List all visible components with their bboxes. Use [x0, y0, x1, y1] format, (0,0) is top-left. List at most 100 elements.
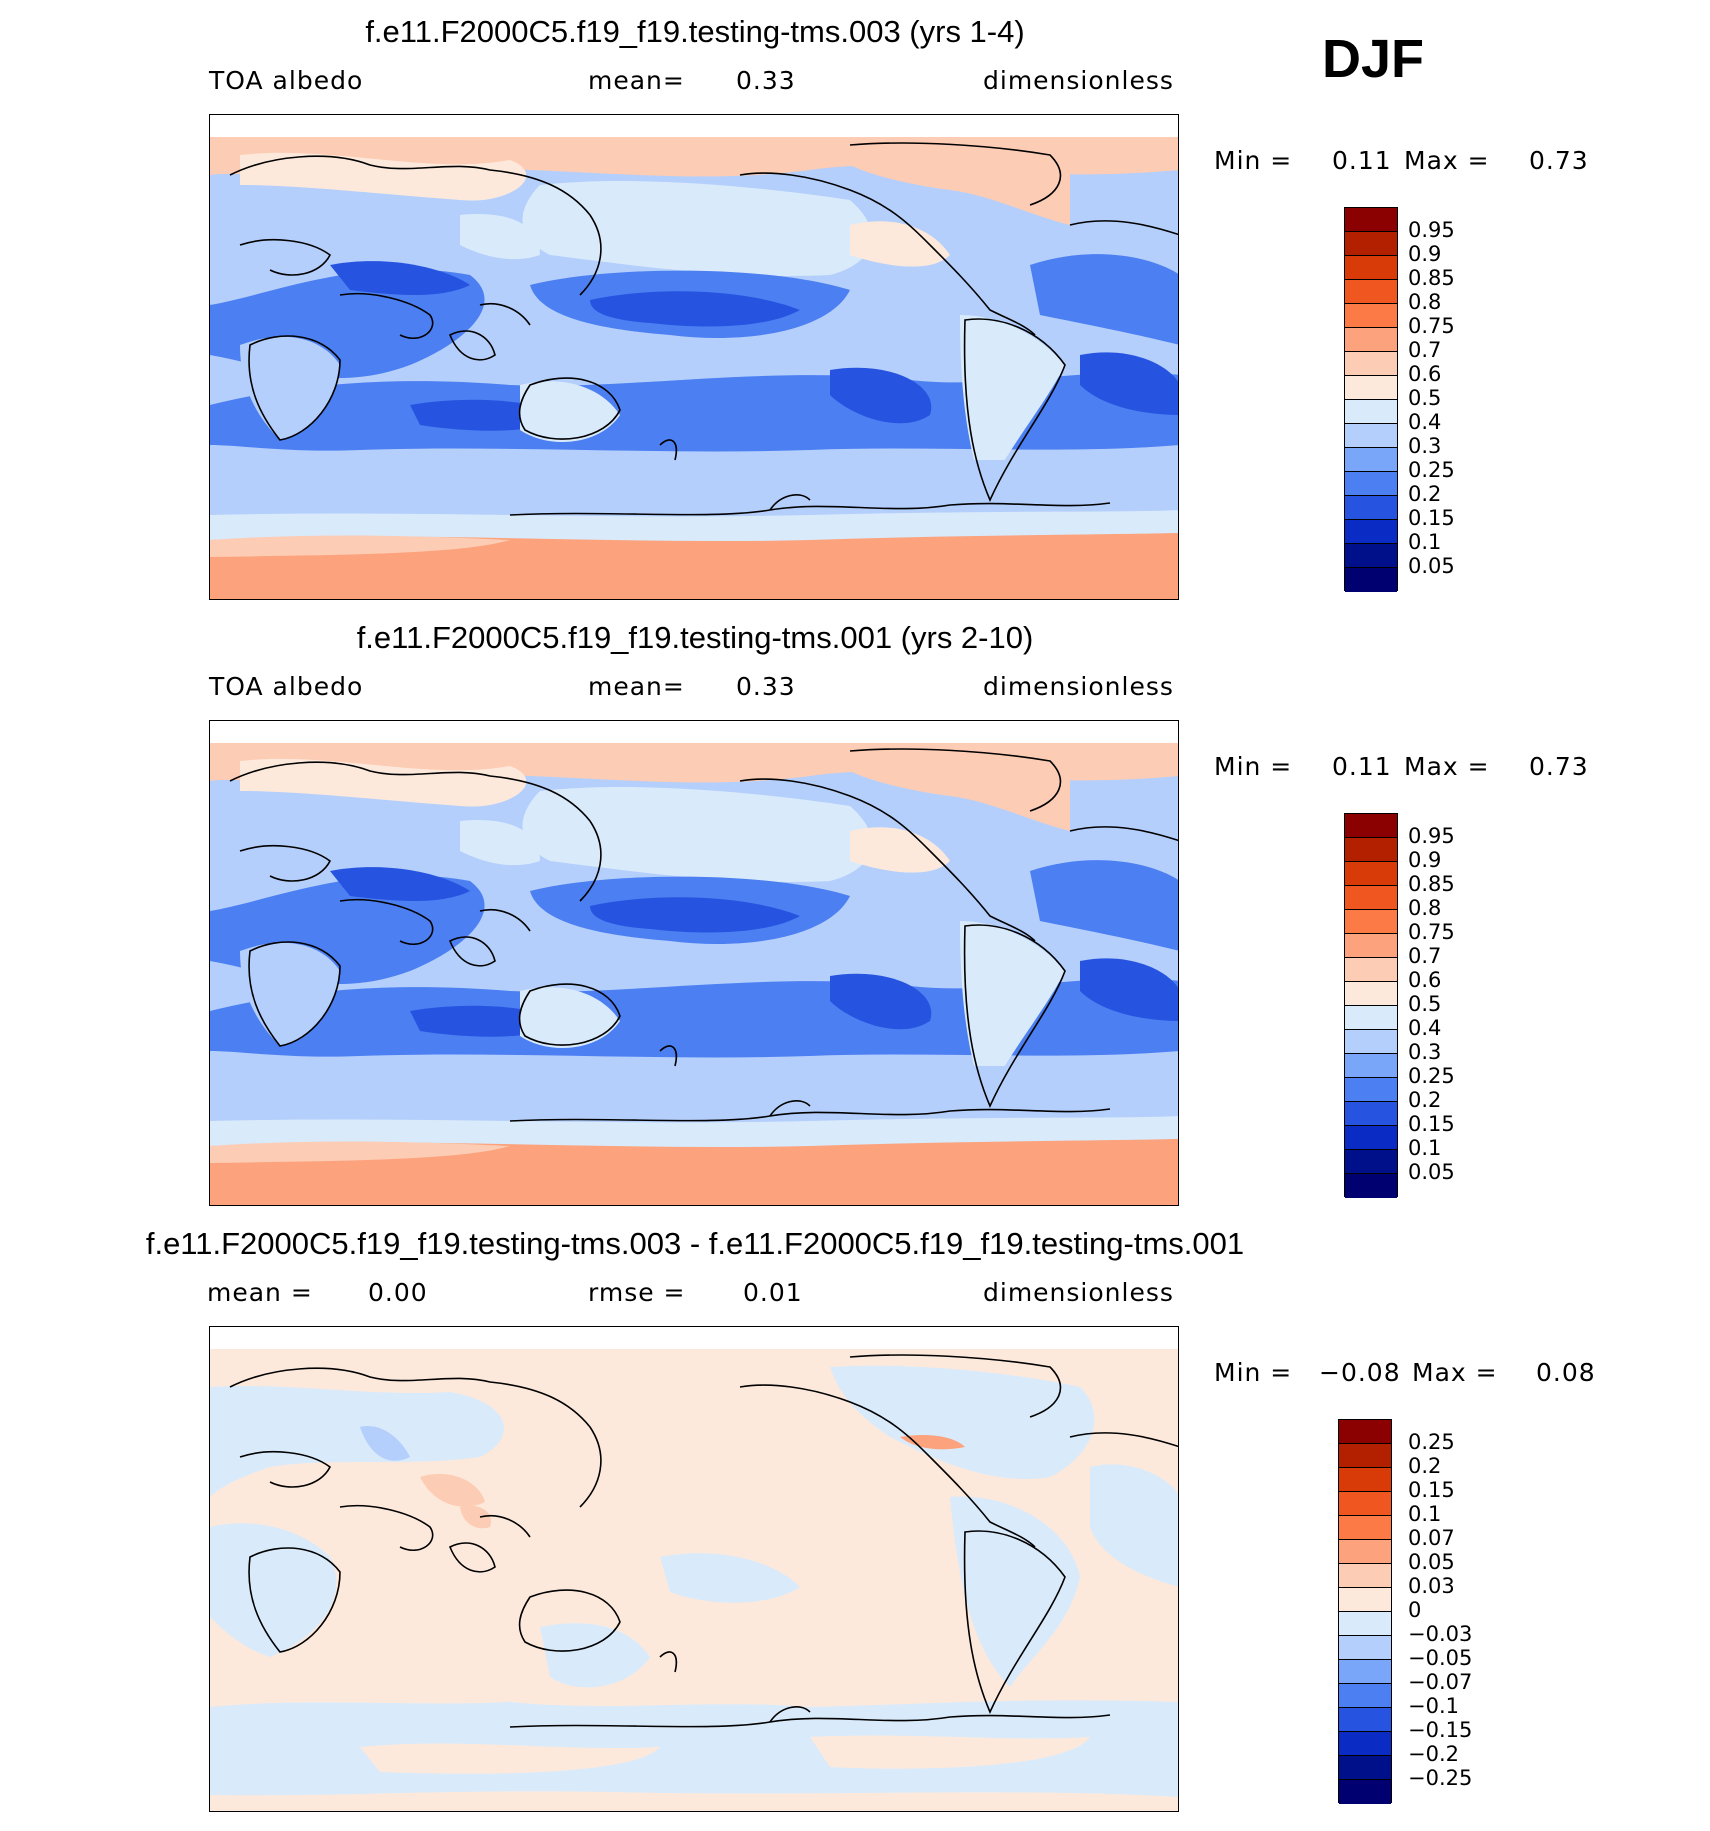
- colorbar-level-label: 0.1: [1408, 1136, 1442, 1160]
- colorbar-cell: [1345, 886, 1397, 910]
- panel-3-max-label: Max =: [1412, 1358, 1498, 1387]
- colorbar-level-label: −0.07: [1408, 1670, 1473, 1694]
- colorbar-level-label: 0.5: [1408, 386, 1442, 410]
- panel-2-mean-label: mean=: [588, 672, 685, 701]
- colorbar-cell: [1345, 910, 1397, 934]
- colorbar-cell: [1345, 568, 1397, 592]
- panel-3-mean-value: 0.00: [368, 1278, 428, 1307]
- colorbar-level-label: 0.2: [1408, 1088, 1442, 1112]
- panel-2-min-value: 0.11: [1332, 752, 1392, 781]
- panel-3-title: f.e11.F2000C5.f19_f19.testing-tms.003 - …: [145, 1226, 1245, 1261]
- colorbar-cell: [1339, 1708, 1391, 1732]
- colorbar-cell: [1345, 1150, 1397, 1174]
- colorbar-level-label: 0.8: [1408, 896, 1442, 920]
- colorbar-cell: [1339, 1660, 1391, 1684]
- panel-3-rmse-value: 0.01: [743, 1278, 803, 1307]
- colorbar-cell: [1339, 1540, 1391, 1564]
- colorbar-cell: [1345, 1102, 1397, 1126]
- panel-1-variable: TOA albedo: [209, 66, 364, 95]
- colorbar-cell: [1345, 448, 1397, 472]
- panel-3-mean-label: mean =: [207, 1278, 313, 1307]
- colorbar-level-label: 0.25: [1408, 1430, 1455, 1454]
- colorbar-level-label: 0.6: [1408, 362, 1442, 386]
- colorbar-cell: [1345, 256, 1397, 280]
- panel-1-max-value: 0.73: [1529, 146, 1589, 175]
- colorbar-cell: [1345, 862, 1397, 886]
- panel-1-mean-value: 0.33: [736, 66, 796, 95]
- colorbar-cell: [1345, 304, 1397, 328]
- colorbar-level-label: −0.05: [1408, 1646, 1473, 1670]
- colorbar-cell: [1345, 1030, 1397, 1054]
- colorbar-cell: [1345, 352, 1397, 376]
- colorbar-cell: [1345, 1054, 1397, 1078]
- colorbar-level-label: 0.75: [1408, 314, 1455, 338]
- panel-2-units: dimensionless: [983, 672, 1174, 701]
- panel-2-colorbar: [1344, 813, 1398, 1198]
- colorbar-level-label: 0.3: [1408, 1040, 1442, 1064]
- colorbar-cell: [1339, 1588, 1391, 1612]
- colorbar-level-label: 0.75: [1408, 920, 1455, 944]
- colorbar-cell: [1339, 1564, 1391, 1588]
- colorbar-level-label: 0.7: [1408, 944, 1442, 968]
- colorbar-cell: [1345, 520, 1397, 544]
- colorbar-cell: [1339, 1732, 1391, 1756]
- colorbar-level-label: 0.1: [1408, 1502, 1442, 1526]
- colorbar-cell: [1345, 376, 1397, 400]
- colorbar-level-label: 0.85: [1408, 872, 1455, 896]
- colorbar-cell: [1339, 1492, 1391, 1516]
- panel-1-mean-label: mean=: [588, 66, 685, 95]
- colorbar-cell: [1345, 1126, 1397, 1150]
- panel-3-map: [209, 1326, 1179, 1812]
- colorbar-level-label: 0.25: [1408, 1064, 1455, 1088]
- colorbar-level-label: 0.05: [1408, 554, 1455, 578]
- panel-1-map: [209, 114, 1179, 600]
- panel-2-map: [209, 720, 1179, 1206]
- colorbar-cell: [1345, 544, 1397, 568]
- colorbar-level-label: 0.2: [1408, 482, 1442, 506]
- colorbar-cell: [1345, 472, 1397, 496]
- colorbar-cell: [1345, 982, 1397, 1006]
- panel-3-max-value: 0.08: [1536, 1358, 1596, 1387]
- colorbar-cell: [1345, 958, 1397, 982]
- colorbar-level-label: 0.95: [1408, 824, 1455, 848]
- panel-2-variable: TOA albedo: [209, 672, 364, 701]
- colorbar-cell: [1345, 400, 1397, 424]
- colorbar-level-label: −0.03: [1408, 1622, 1473, 1646]
- colorbar-level-label: 0.5: [1408, 992, 1442, 1016]
- colorbar-cell: [1339, 1420, 1391, 1444]
- colorbar-level-label: 0.15: [1408, 1112, 1455, 1136]
- colorbar-level-label: 0.2: [1408, 1454, 1442, 1478]
- panel-3-rmse-label: rmse =: [588, 1278, 686, 1307]
- colorbar-level-label: 0.95: [1408, 218, 1455, 242]
- colorbar-level-label: 0.7: [1408, 338, 1442, 362]
- colorbar-cell: [1345, 934, 1397, 958]
- panel-1-units: dimensionless: [983, 66, 1174, 95]
- colorbar-cell: [1345, 1006, 1397, 1030]
- panel-3-min-value: −0.08: [1319, 1358, 1401, 1387]
- colorbar-cell: [1339, 1756, 1391, 1780]
- colorbar-level-label: 0: [1408, 1598, 1422, 1622]
- panel-3-units: dimensionless: [983, 1278, 1174, 1307]
- colorbar-level-label: −0.2: [1408, 1742, 1459, 1766]
- colorbar-level-label: 0.4: [1408, 1016, 1442, 1040]
- colorbar-cell: [1339, 1636, 1391, 1660]
- panel-2-max-label: Max =: [1404, 752, 1490, 781]
- panel-1-max-label: Max =: [1404, 146, 1490, 175]
- colorbar-level-label: −0.15: [1408, 1718, 1473, 1742]
- colorbar-level-label: 0.8: [1408, 290, 1442, 314]
- colorbar-level-label: 0.9: [1408, 848, 1442, 872]
- colorbar-level-label: 0.9: [1408, 242, 1442, 266]
- panel-2-title: f.e11.F2000C5.f19_f19.testing-tms.001 (y…: [356, 620, 1034, 655]
- colorbar-level-label: 0.85: [1408, 266, 1455, 290]
- colorbar-level-label: −0.1: [1408, 1694, 1459, 1718]
- colorbar-level-label: 0.1: [1408, 530, 1442, 554]
- panel-1-min-label: Min =: [1214, 146, 1293, 175]
- colorbar-cell: [1345, 1078, 1397, 1102]
- colorbar-cell: [1345, 496, 1397, 520]
- colorbar-level-label: 0.05: [1408, 1550, 1455, 1574]
- panel-3-colorbar: [1338, 1419, 1392, 1804]
- colorbar-cell: [1339, 1444, 1391, 1468]
- colorbar-cell: [1339, 1612, 1391, 1636]
- colorbar-cell: [1345, 280, 1397, 304]
- colorbar-cell: [1345, 232, 1397, 256]
